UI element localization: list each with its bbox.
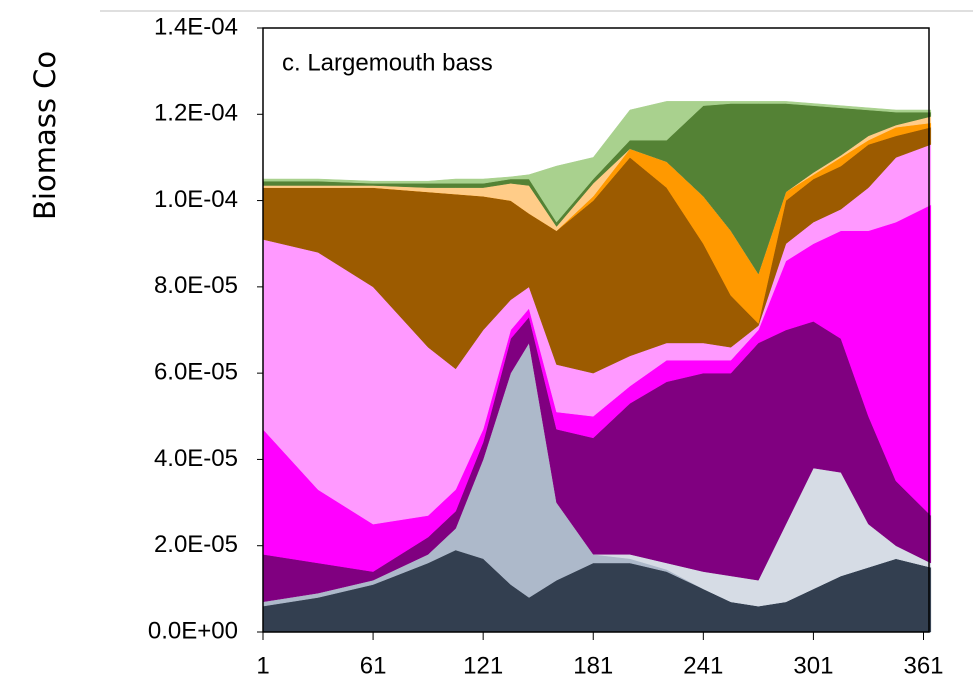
y-tick-label: 0.0E+00: [148, 617, 238, 644]
x-tick-label: 361: [903, 652, 943, 679]
x-tick-label: 241: [683, 652, 723, 679]
y-tick-label: 1.2E-04: [154, 100, 238, 127]
y-tick-label: 2.0E-05: [154, 531, 238, 558]
area: [262, 101, 932, 223]
y-tick-label: 1.4E-04: [154, 13, 238, 40]
x-tick-label: 181: [573, 652, 613, 679]
y-axis-label: Biomass Co: [28, 51, 62, 220]
plot-frame: [262, 27, 930, 633]
y-tick-label: 1.0E-04: [154, 186, 238, 213]
chart-title: c. Largemouth bass: [282, 49, 493, 76]
x-tick-label: 301: [793, 652, 833, 679]
areas: [262, 101, 932, 633]
x-tick-label: 121: [463, 652, 503, 679]
y-tick-label: 8.0E-05: [154, 272, 238, 299]
y-tick-label: 4.0E-05: [154, 445, 238, 472]
x-tick-label: 1: [256, 652, 269, 679]
y-tick-label: 6.0E-05: [154, 358, 238, 385]
x-tick-label: 61: [360, 652, 387, 679]
